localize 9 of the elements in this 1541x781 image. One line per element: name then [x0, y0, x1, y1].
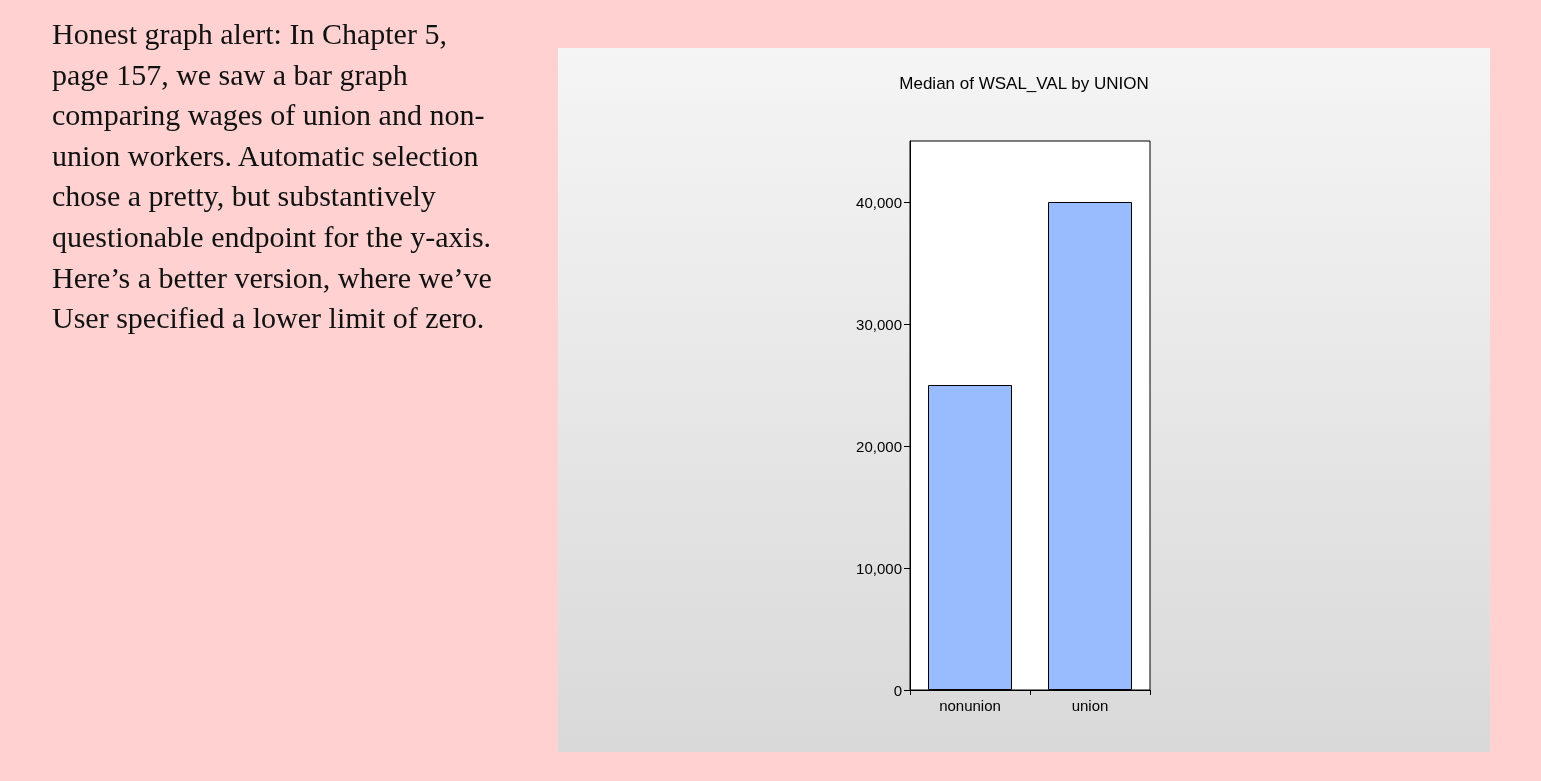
- y-tick-label: 10,000: [856, 559, 902, 577]
- chart-title: Median of WSAL_VAL by UNION: [899, 74, 1149, 93]
- y-tick-label: 40,000: [856, 193, 902, 211]
- y-tick-label: 0: [893, 681, 902, 699]
- x-tick-label: union: [1071, 697, 1109, 714]
- y-tick-label: 30,000: [856, 315, 902, 333]
- y-tick-label: 20,000: [856, 437, 902, 455]
- text: Honest graph alert: In Chapter 5, page 157, we saw a bar graph comparing wages of union and non-union workers. Automatic selection chose a pretty, but substantively questionable endpoint for the y-axis. Here’s a better version, where we’ve User specified a lower limit of zero.: [52, 16, 493, 337]
- x-tick-label: nonunion: [939, 697, 1001, 714]
